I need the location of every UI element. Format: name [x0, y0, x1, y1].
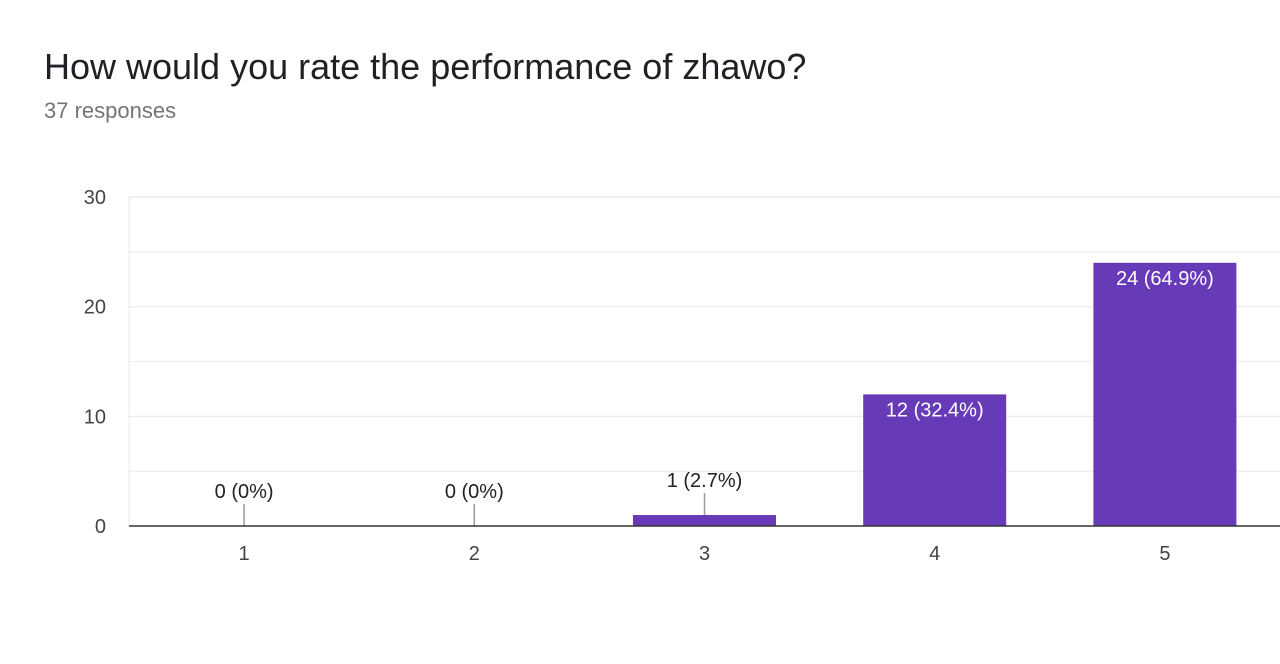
x-tick-label: 3 — [699, 543, 710, 565]
chart-title: How would you rate the performance of zh… — [44, 46, 807, 87]
x-tick-label: 2 — [469, 543, 480, 565]
y-tick-label: 30 — [84, 187, 106, 209]
data-label: 1 (2.7%) — [667, 470, 743, 492]
y-tick-label: 20 — [84, 297, 106, 319]
y-tick-label: 0 — [95, 516, 106, 538]
data-label: 0 (0%) — [445, 481, 504, 503]
x-tick-label: 1 — [239, 543, 250, 565]
data-label: 12 (32.4%) — [886, 399, 984, 421]
x-tick-label: 4 — [929, 543, 940, 565]
bar — [633, 515, 776, 526]
data-label: 0 (0%) — [215, 481, 274, 503]
x-tick-label: 5 — [1159, 543, 1170, 565]
data-label: 24 (64.9%) — [1116, 268, 1214, 290]
bar — [863, 394, 1007, 526]
bar — [1093, 262, 1237, 526]
y-tick-label: 10 — [84, 406, 106, 428]
response-count: 37 responses — [44, 98, 177, 123]
